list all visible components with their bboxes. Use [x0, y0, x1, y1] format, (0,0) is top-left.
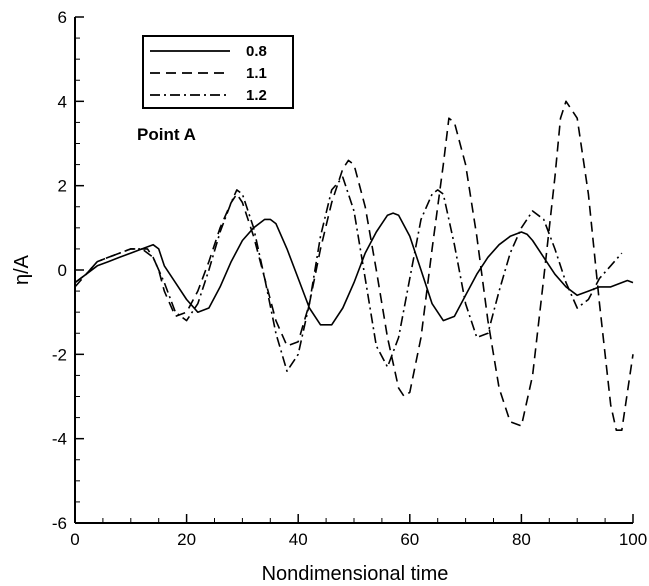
x-tick-label: 40	[289, 530, 308, 549]
y-axis-title: η/A	[11, 254, 33, 285]
y-tick-label: 6	[58, 8, 67, 27]
series-line-0-8	[74, 212, 634, 326]
x-tick-label: 100	[619, 530, 647, 549]
series-layer	[74, 100, 634, 432]
legend-box	[142, 35, 294, 109]
y-tick-label: -4	[52, 430, 67, 449]
series-line-1-2	[74, 176, 623, 373]
legend-label: 1.2	[246, 87, 267, 104]
y-tick-label: -6	[52, 514, 67, 533]
y-tick-label: 2	[58, 177, 67, 196]
x-tick-label: 20	[177, 530, 196, 549]
y-axis: -6 -4 -2 0 2 4 6	[52, 8, 84, 533]
x-axis: 0 20 40 60 80 100	[70, 514, 647, 549]
legend: 0.8 1.1 1.2	[142, 35, 294, 109]
point-a-annotation: Point A	[137, 125, 196, 144]
y-tick-label: 0	[58, 261, 67, 280]
x-tick-label: 0	[70, 530, 79, 549]
x-axis-title: Nondimensional time	[262, 563, 449, 585]
x-tick-label: 60	[400, 530, 419, 549]
series-line-1-1	[74, 100, 634, 432]
y-tick-label: 4	[58, 92, 67, 111]
x-tick-label: 80	[512, 530, 531, 549]
legend-label: 1.1	[246, 65, 267, 82]
y-tick-label: -2	[52, 345, 67, 364]
legend-label: 0.8	[246, 43, 267, 60]
